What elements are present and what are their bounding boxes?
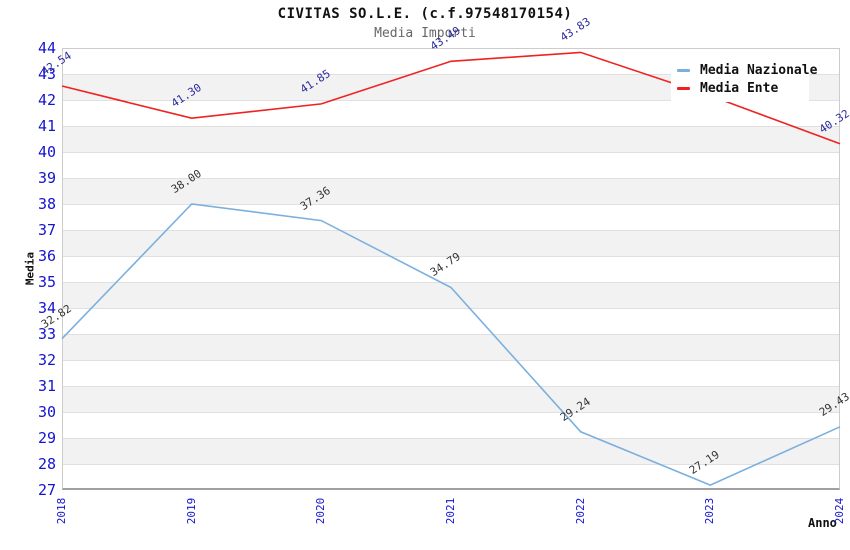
y-tick-label: 29 xyxy=(37,429,56,447)
legend-label: Media Nazionale xyxy=(700,62,818,78)
gridline xyxy=(63,282,839,283)
gridline xyxy=(63,386,839,387)
gridline xyxy=(63,152,839,153)
y-tick-label: 40 xyxy=(37,143,56,161)
gridline xyxy=(63,334,839,335)
gridline xyxy=(63,308,839,309)
gridline xyxy=(63,412,839,413)
y-tick-label: 39 xyxy=(37,169,56,187)
y-tick-label: 38 xyxy=(37,195,56,213)
background-band xyxy=(63,335,839,361)
y-tick-label: 41 xyxy=(37,117,56,135)
chart-subtitle: Media Importi xyxy=(374,26,476,41)
y-tick-label: 33 xyxy=(37,325,56,343)
x-tick-label: 2019 xyxy=(184,497,198,525)
background-band xyxy=(63,439,839,465)
y-tick-label: 27 xyxy=(37,481,56,499)
gridline xyxy=(63,360,839,361)
background-band xyxy=(63,283,839,309)
y-tick-label: 28 xyxy=(37,455,56,473)
y-tick-label: 44 xyxy=(37,39,56,57)
x-tick-label: 2020 xyxy=(314,497,328,525)
legend-line-swatch xyxy=(677,68,690,72)
y-tick-label: 31 xyxy=(37,377,56,395)
x-tick-label: 2021 xyxy=(444,497,457,525)
y-tick-label: 34 xyxy=(37,299,56,317)
legend-line-swatch xyxy=(677,87,690,91)
y-tick-label: 37 xyxy=(37,221,56,239)
background-band xyxy=(63,127,839,153)
x-tick-label: 2018 xyxy=(55,497,68,525)
legend-label: Media Ente xyxy=(700,81,779,97)
legend-item: Media Nazionale xyxy=(677,61,817,79)
legend-item: Media Ente xyxy=(677,80,805,98)
y-tick-label: 30 xyxy=(37,403,56,421)
y-tick-label: 43 xyxy=(37,65,56,83)
x-axis-title: Anno xyxy=(808,516,837,530)
legend: Media Nazionale Media Ente xyxy=(671,57,817,102)
x-tick-label: 2024 xyxy=(833,497,846,525)
gridline xyxy=(63,204,839,205)
y-tick-label: 36 xyxy=(37,247,56,265)
gridline xyxy=(63,438,839,439)
y-tick-label: 42 xyxy=(37,91,56,109)
gridline xyxy=(63,126,839,127)
chart-title: CIVITAS SO.L.E. (c.f.97548170154) xyxy=(277,6,573,22)
x-tick-label: 2022 xyxy=(573,497,587,525)
y-tick-label: 35 xyxy=(37,273,56,291)
gridline xyxy=(63,230,839,231)
gridline xyxy=(63,464,839,465)
y-tick-label: 32 xyxy=(37,351,56,369)
background-band xyxy=(63,179,839,205)
background-band xyxy=(63,387,839,413)
plot-area xyxy=(62,48,840,490)
gridline xyxy=(63,178,839,179)
x-tick-label: 2023 xyxy=(703,497,717,525)
